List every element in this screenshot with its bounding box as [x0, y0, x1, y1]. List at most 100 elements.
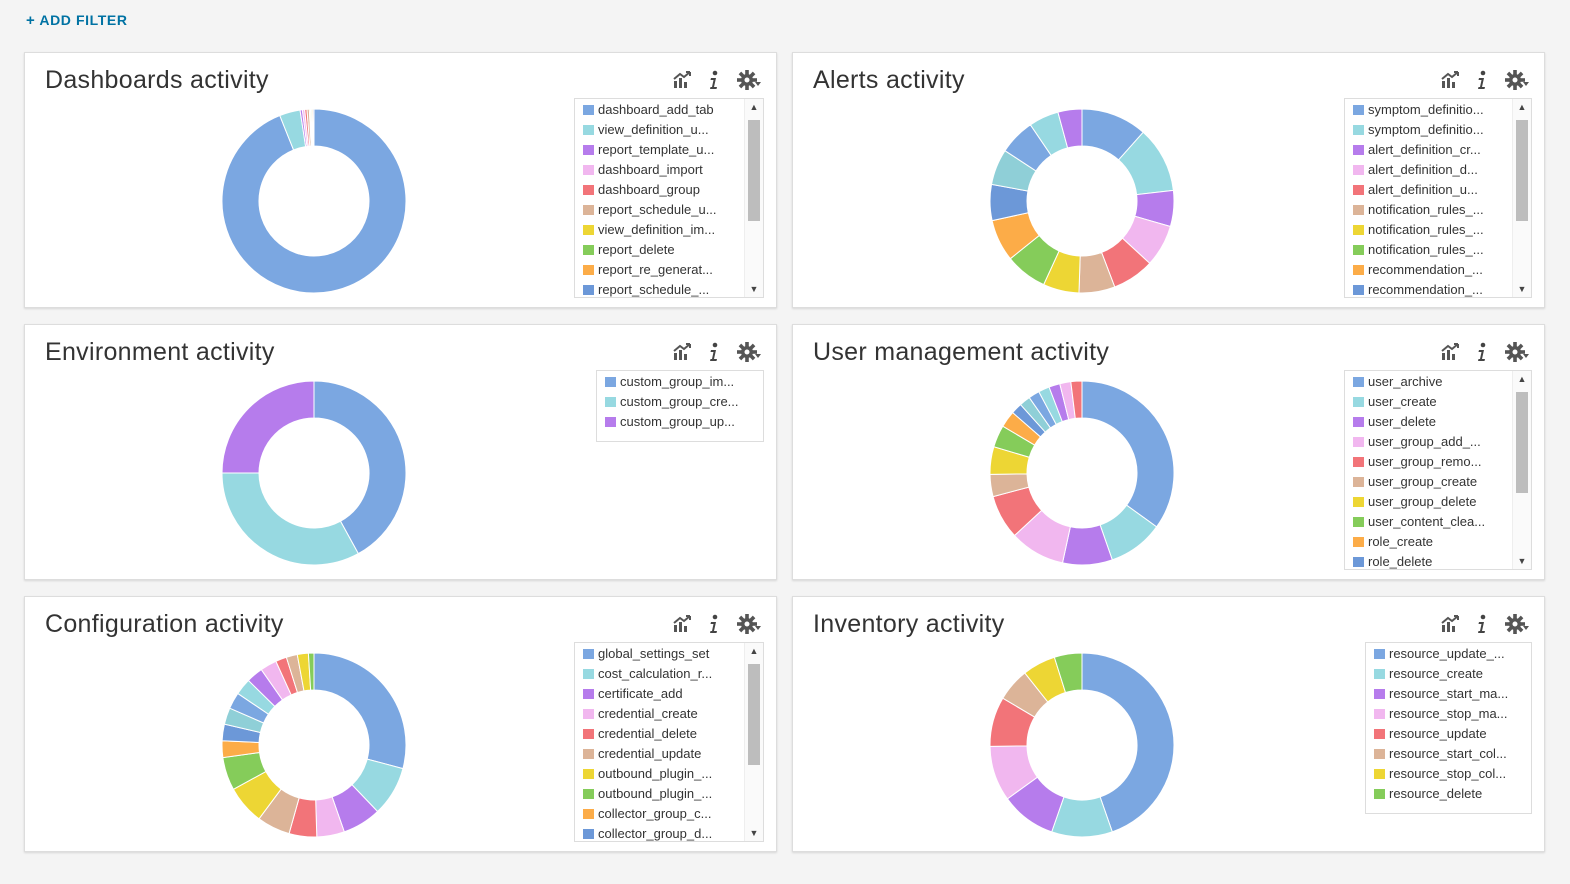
info-icon[interactable]: [1470, 69, 1494, 91]
legend-item[interactable]: credential_update: [575, 744, 763, 764]
scroll-down-arrow-icon[interactable]: ▼: [749, 284, 759, 294]
legend-item[interactable]: resource_stop_ma...: [1366, 704, 1531, 724]
legend-item[interactable]: report_schedule_...: [575, 280, 763, 297]
chart-type-icon[interactable]: [1438, 69, 1462, 91]
legend-item[interactable]: user_content_clea...: [1345, 512, 1531, 532]
legend-item[interactable]: resource_stop_col...: [1366, 764, 1531, 784]
donut-slice[interactable]: [1081, 380, 1175, 528]
legend-scrollbar[interactable]: ▲ ▼: [1512, 371, 1531, 569]
legend-item[interactable]: collector_group_c...: [575, 804, 763, 824]
legend-item[interactable]: cost_calculation_r...: [575, 664, 763, 684]
legend-item[interactable]: user_group_add_...: [1345, 432, 1531, 452]
legend-item[interactable]: user_archive: [1345, 372, 1531, 392]
gear-icon[interactable]: [1502, 69, 1532, 91]
legend-item[interactable]: user_group_create: [1345, 472, 1531, 492]
legend-item[interactable]: symptom_definitio...: [1345, 100, 1531, 120]
legend-item[interactable]: resource_delete: [1366, 784, 1531, 804]
legend-item[interactable]: role_create: [1345, 532, 1531, 552]
chart-type-icon[interactable]: [670, 69, 694, 91]
donut-slice[interactable]: [221, 380, 315, 474]
chart-type-icon[interactable]: [670, 341, 694, 363]
donut-slice[interactable]: [221, 108, 407, 294]
legend-item[interactable]: custom_group_up...: [597, 412, 763, 432]
legend-item[interactable]: credential_create: [575, 704, 763, 724]
legend-swatch: [583, 669, 594, 679]
legend-item[interactable]: report_delete: [575, 240, 763, 260]
legend-item[interactable]: report_re_generat...: [575, 260, 763, 280]
donut-slice[interactable]: [1070, 380, 1083, 419]
scroll-up-arrow-icon[interactable]: ▲: [1517, 102, 1527, 112]
donut-slice[interactable]: [312, 108, 315, 147]
scroll-up-arrow-icon[interactable]: ▲: [749, 102, 759, 112]
info-icon[interactable]: [1470, 341, 1494, 363]
legend-item[interactable]: notification_rules_...: [1345, 220, 1531, 240]
legend-item[interactable]: user_delete: [1345, 412, 1531, 432]
scroll-down-arrow-icon[interactable]: ▼: [749, 828, 759, 838]
legend-item[interactable]: recommendation_...: [1345, 280, 1531, 297]
scroll-thumb[interactable]: [748, 120, 760, 221]
scroll-down-arrow-icon[interactable]: ▼: [1517, 284, 1527, 294]
legend-item[interactable]: resource_start_col...: [1366, 744, 1531, 764]
legend-item[interactable]: outbound_plugin_...: [575, 784, 763, 804]
legend-item[interactable]: role_delete: [1345, 552, 1531, 569]
legend-item[interactable]: view_definition_im...: [575, 220, 763, 240]
legend-scrollbar[interactable]: ▲ ▼: [744, 643, 763, 841]
legend-item[interactable]: recommendation_...: [1345, 260, 1531, 280]
legend-item[interactable]: custom_group_cre...: [597, 392, 763, 412]
gear-icon[interactable]: [1502, 613, 1532, 635]
legend-item[interactable]: outbound_plugin_...: [575, 764, 763, 784]
scroll-thumb[interactable]: [748, 664, 760, 765]
legend-item[interactable]: global_settings_set: [575, 644, 763, 664]
legend-item[interactable]: notification_rules_...: [1345, 200, 1531, 220]
legend-item[interactable]: resource_start_ma...: [1366, 684, 1531, 704]
legend-item[interactable]: collector_group_d...: [575, 824, 763, 841]
scroll-up-arrow-icon[interactable]: ▲: [749, 646, 759, 656]
chart-type-icon[interactable]: [670, 613, 694, 635]
legend-item[interactable]: symptom_definitio...: [1345, 120, 1531, 140]
legend-item[interactable]: dashboard_import: [575, 160, 763, 180]
donut-slice[interactable]: [1081, 652, 1175, 833]
legend-item[interactable]: alert_definition_d...: [1345, 160, 1531, 180]
donut-slice[interactable]: [1057, 108, 1083, 149]
legend-item[interactable]: user_group_remo...: [1345, 452, 1531, 472]
legend-item[interactable]: credential_delete: [575, 724, 763, 744]
donut-slice[interactable]: [1053, 652, 1083, 694]
add-filter-button[interactable]: + ADD FILTER: [26, 12, 128, 29]
legend-scrollbar[interactable]: ▲ ▼: [744, 99, 763, 297]
donut-slice[interactable]: [221, 472, 360, 566]
gear-icon[interactable]: [734, 341, 764, 363]
donut-slice[interactable]: [307, 652, 315, 691]
chart-type-icon[interactable]: [1438, 341, 1462, 363]
info-icon[interactable]: [702, 69, 726, 91]
legend-item[interactable]: dashboard_group: [575, 180, 763, 200]
legend-item[interactable]: report_schedule_u...: [575, 200, 763, 220]
scroll-down-arrow-icon[interactable]: ▼: [1517, 556, 1527, 566]
legend-item[interactable]: notification_rules_...: [1345, 240, 1531, 260]
scroll-thumb[interactable]: [1516, 392, 1528, 493]
legend-item[interactable]: resource_update_...: [1366, 644, 1531, 664]
legend-scrollbar[interactable]: ▲ ▼: [1512, 99, 1531, 297]
donut-slice[interactable]: [313, 380, 407, 555]
legend-item[interactable]: custom_group_im...: [597, 372, 763, 392]
gear-icon[interactable]: [734, 613, 764, 635]
legend-item[interactable]: certificate_add: [575, 684, 763, 704]
legend-item[interactable]: alert_definition_cr...: [1345, 140, 1531, 160]
scroll-up-arrow-icon[interactable]: ▲: [1517, 374, 1527, 384]
gear-icon[interactable]: [1502, 341, 1532, 363]
legend-item[interactable]: view_definition_u...: [575, 120, 763, 140]
legend-item[interactable]: report_template_u...: [575, 140, 763, 160]
scroll-thumb[interactable]: [1516, 120, 1528, 221]
gear-icon[interactable]: [734, 69, 764, 91]
legend-item[interactable]: dashboard_add_tab: [575, 100, 763, 120]
legend-item[interactable]: resource_update: [1366, 724, 1531, 744]
legend-label: resource_start_col...: [1389, 746, 1507, 761]
donut-slice[interactable]: [313, 652, 407, 770]
info-icon[interactable]: [1470, 613, 1494, 635]
legend-item[interactable]: resource_create: [1366, 664, 1531, 684]
legend-item[interactable]: alert_definition_u...: [1345, 180, 1531, 200]
info-icon[interactable]: [702, 613, 726, 635]
chart-type-icon[interactable]: [1438, 613, 1462, 635]
info-icon[interactable]: [702, 341, 726, 363]
legend-item[interactable]: user_group_delete: [1345, 492, 1531, 512]
legend-item[interactable]: user_create: [1345, 392, 1531, 412]
